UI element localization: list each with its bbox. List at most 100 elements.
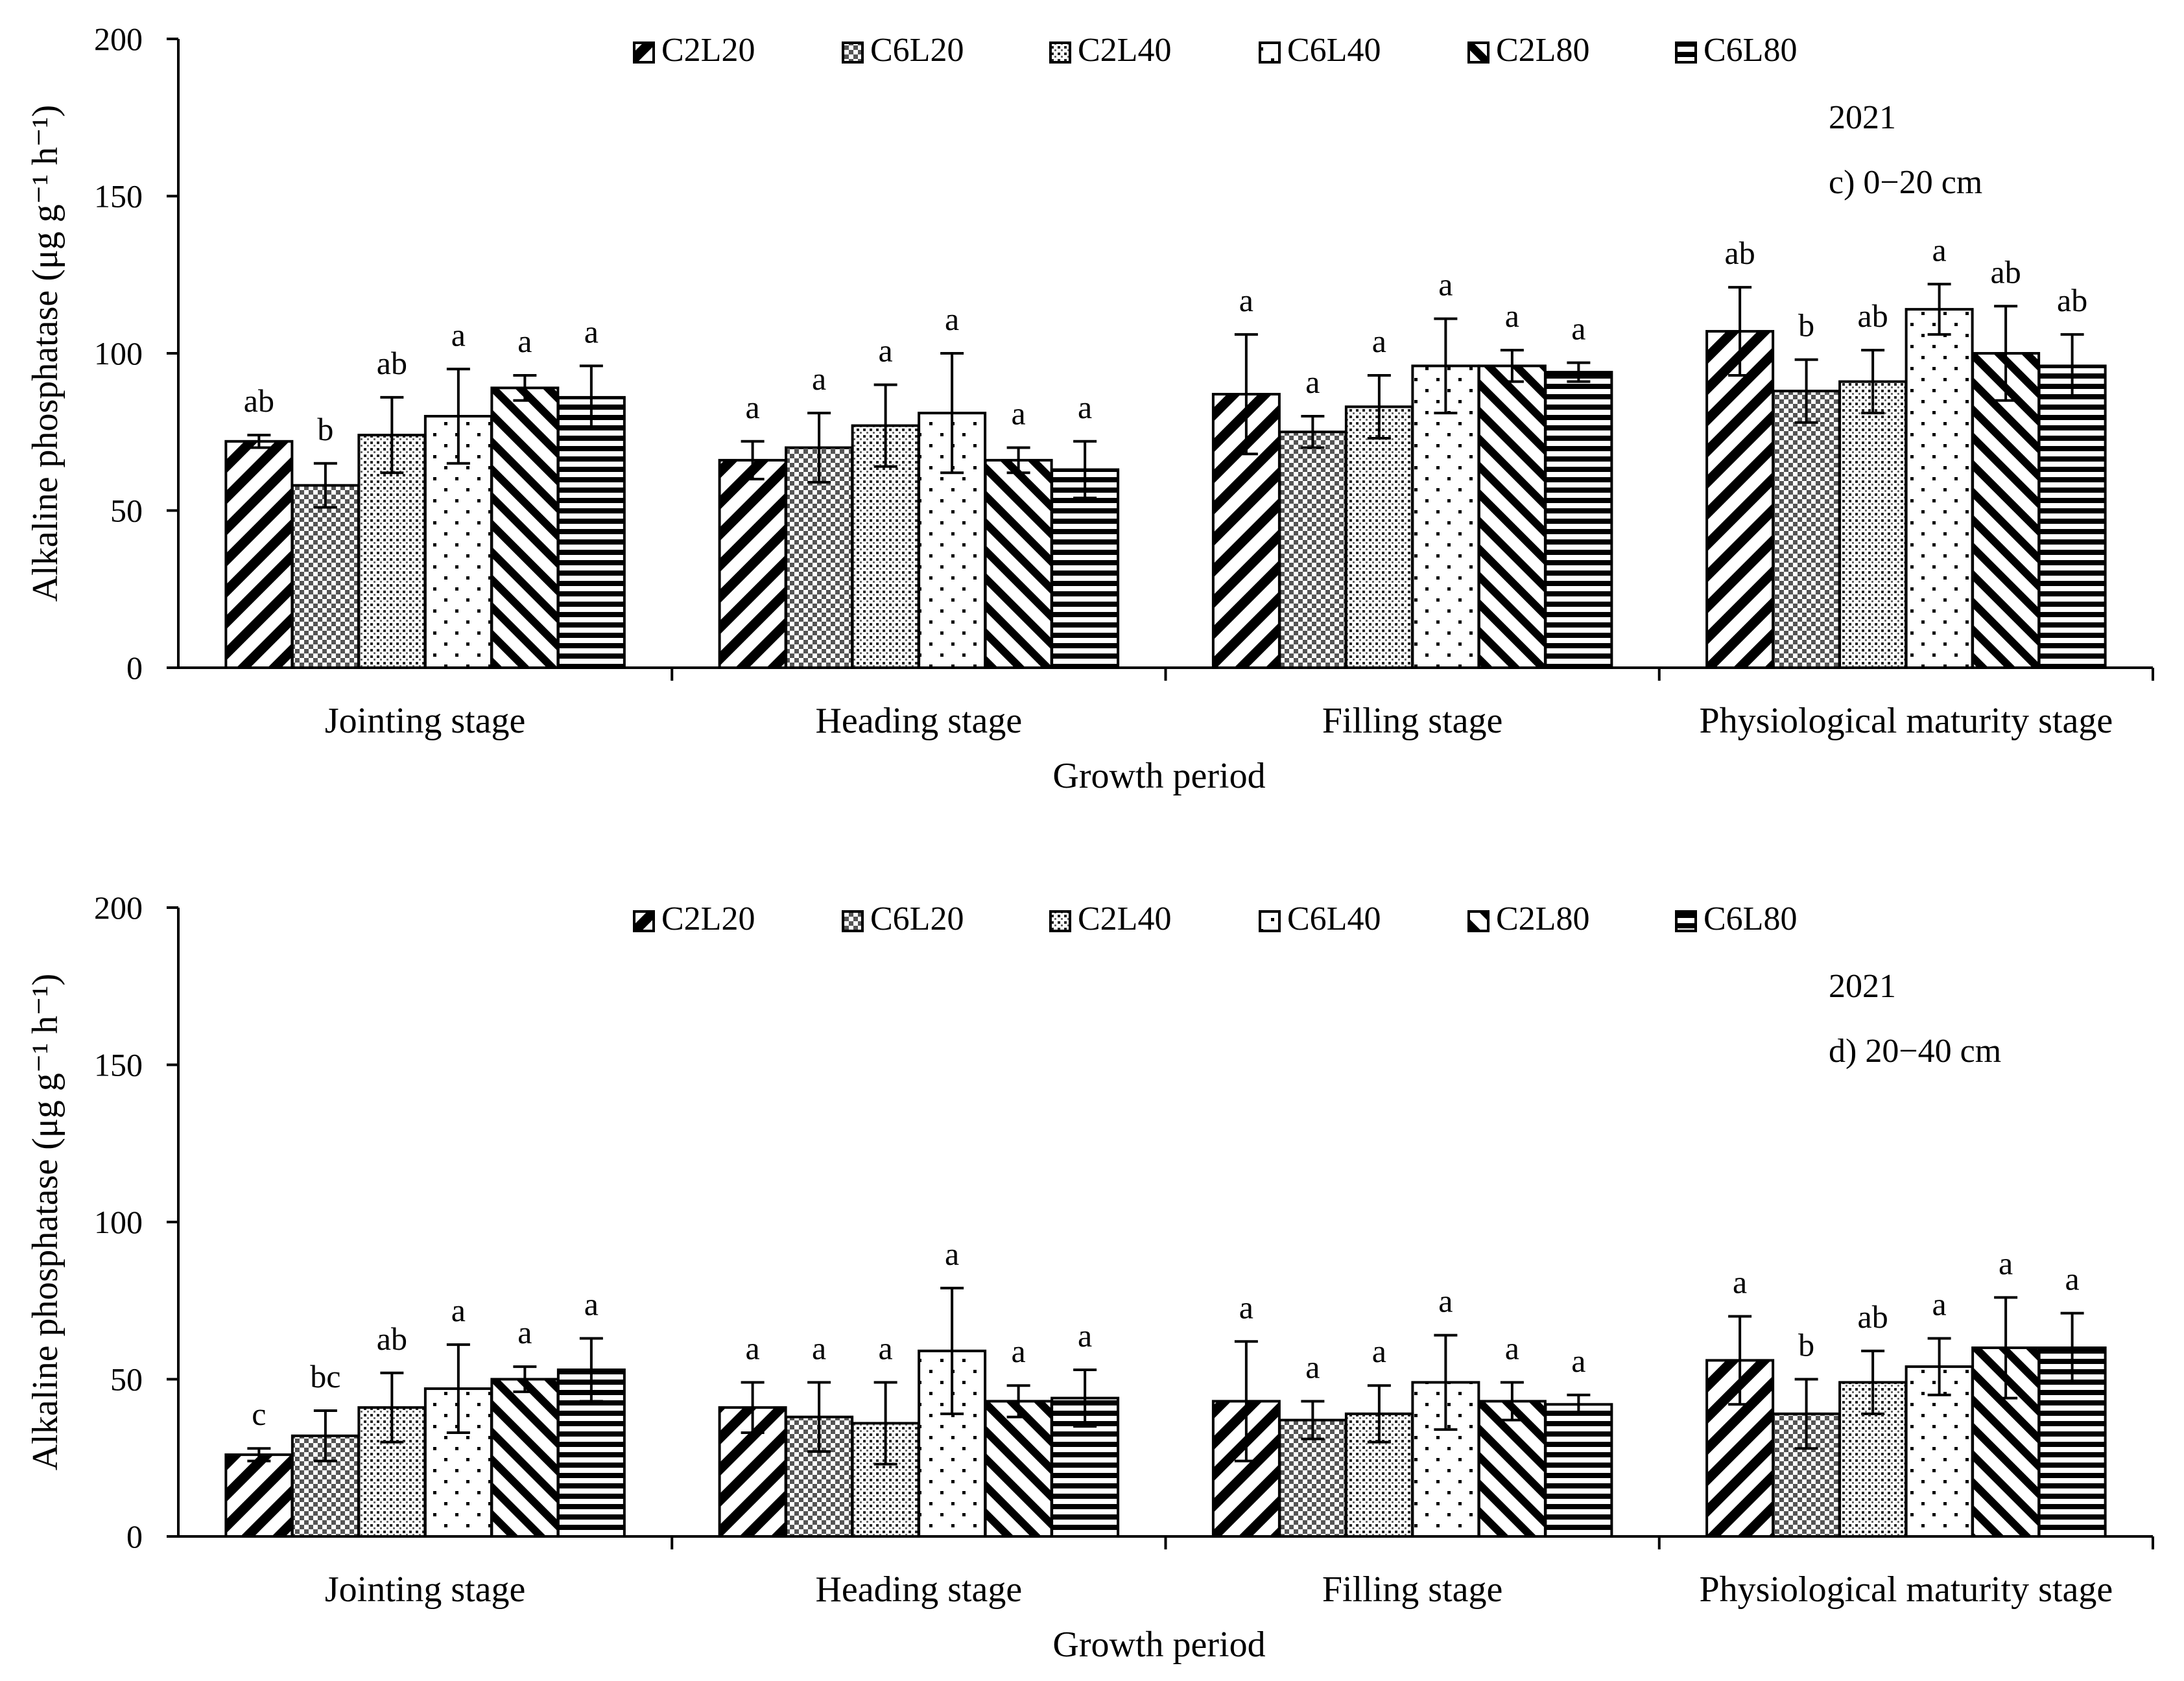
panel-label: c) 0−20 cm bbox=[1829, 164, 1982, 201]
bar-c2l80-0 bbox=[490, 1378, 560, 1538]
significance-letter: a bbox=[1078, 389, 1092, 425]
bar-c2l20-3 bbox=[1705, 330, 1775, 669]
significance-letter: a bbox=[1012, 1333, 1026, 1369]
significance-letter: a bbox=[1932, 1286, 1947, 1322]
x-axis-title: Growth period bbox=[1052, 1625, 1265, 1665]
significance-letter: a bbox=[945, 1236, 959, 1272]
significance-letter: a bbox=[879, 333, 893, 369]
bar-c2l80-1 bbox=[984, 458, 1053, 670]
y-tick-label: 100 bbox=[94, 1204, 143, 1240]
x-axis-title: Growth period bbox=[1052, 756, 1265, 796]
legend-label-c6l20: C6L20 bbox=[870, 32, 964, 69]
significance-letter: ab bbox=[1858, 298, 1888, 334]
bar-c6l80-1 bbox=[1050, 468, 1120, 669]
significance-letter: c bbox=[252, 1396, 266, 1432]
significance-letter: a bbox=[1305, 364, 1320, 400]
bar-c2l20-0 bbox=[224, 440, 294, 669]
bar-c2l20-0 bbox=[224, 1453, 294, 1538]
significance-letter: b bbox=[1798, 307, 1814, 344]
y-axis-title: Alkaline phosphatase (μg g⁻¹ h⁻¹) bbox=[25, 105, 65, 602]
significance-letter: a bbox=[746, 389, 760, 425]
significance-letter: a bbox=[2065, 1261, 2080, 1297]
x-category-label: Filling stage bbox=[1322, 701, 1502, 741]
bar-c6l80-2 bbox=[1544, 1403, 1613, 1538]
significance-letter: a bbox=[517, 323, 532, 359]
significance-letter: a bbox=[1932, 231, 1947, 268]
legend-swatch-c6l40 bbox=[1259, 41, 1281, 64]
legend-label-c2l20: C2L20 bbox=[661, 900, 755, 937]
bar-c2l20-1 bbox=[718, 458, 787, 670]
significance-letter: a bbox=[517, 1314, 532, 1350]
y-tick-label: 150 bbox=[94, 178, 143, 215]
legend-label-c6l20: C6L20 bbox=[870, 900, 964, 937]
significance-letter: ab bbox=[377, 345, 407, 381]
bar-c6l20-3 bbox=[1772, 390, 1841, 669]
significance-letter: a bbox=[1438, 266, 1453, 303]
legend-swatch-c2l80 bbox=[1467, 910, 1490, 932]
legend-swatch-c2l20 bbox=[633, 41, 655, 64]
y-tick-label: 200 bbox=[94, 21, 143, 57]
significance-letter: a bbox=[1438, 1283, 1453, 1319]
bar-c2l40-2 bbox=[1344, 405, 1414, 669]
legend-label-c6l40: C6L40 bbox=[1287, 32, 1381, 69]
bar-c6l80-2 bbox=[1544, 371, 1613, 669]
significance-letter: b bbox=[1798, 1327, 1814, 1363]
significance-letter: ab bbox=[1725, 235, 1755, 271]
panel-label: d) 20−40 cm bbox=[1829, 1033, 2001, 1070]
bar-c6l20-0 bbox=[291, 484, 360, 669]
legend-label-c2l80: C2L80 bbox=[1496, 32, 1589, 69]
legend-label-c2l20: C2L20 bbox=[661, 32, 755, 69]
significance-letter: a bbox=[584, 1286, 599, 1322]
significance-letter: a bbox=[1999, 1245, 2013, 1281]
significance-letter: a bbox=[1505, 1330, 1519, 1366]
bar-c6l80-3 bbox=[2037, 364, 2107, 670]
legend-swatch-c2l20 bbox=[633, 910, 655, 932]
significance-letter: a bbox=[584, 313, 599, 349]
significance-letter: a bbox=[451, 316, 466, 353]
significance-letter: a bbox=[812, 360, 826, 397]
significance-letter: a bbox=[1733, 1264, 1747, 1300]
y-tick-label: 150 bbox=[94, 1047, 143, 1083]
bar-c2l20-3 bbox=[1705, 1359, 1775, 1538]
significance-letter: a bbox=[945, 301, 959, 337]
x-category-label: Jointing stage bbox=[325, 1569, 526, 1610]
significance-letter: ab bbox=[1991, 253, 2021, 290]
legend-label-c6l40: C6L40 bbox=[1287, 900, 1381, 937]
legend-swatch-c2l40 bbox=[1049, 41, 1071, 64]
bar-c6l40-3 bbox=[1905, 308, 1974, 670]
legend-label-c6l80: C6L80 bbox=[1703, 32, 1797, 69]
legend-label-c2l80: C2L80 bbox=[1496, 900, 1589, 937]
significance-letter: b bbox=[317, 411, 333, 447]
bar-c2l40-3 bbox=[1838, 380, 1908, 670]
x-category-label: Physiological maturity stage bbox=[1700, 701, 2113, 741]
y-tick-label: 50 bbox=[110, 1361, 143, 1398]
legend-label-c6l80: C6L80 bbox=[1703, 900, 1797, 937]
significance-letter: a bbox=[1239, 282, 1253, 318]
y-tick-label: 50 bbox=[110, 493, 143, 529]
bar-c6l20-2 bbox=[1278, 430, 1347, 669]
significance-letter: a bbox=[451, 1292, 466, 1328]
significance-letter: a bbox=[1571, 311, 1585, 347]
y-tick-label: 0 bbox=[126, 1518, 143, 1555]
significance-letter: a bbox=[1078, 1317, 1092, 1354]
significance-letter: a bbox=[1012, 395, 1026, 432]
significance-letter: a bbox=[812, 1330, 826, 1366]
significance-letter: a bbox=[1372, 1333, 1386, 1369]
year-annotation: 2021 bbox=[1829, 99, 1896, 136]
y-tick-label: 100 bbox=[94, 335, 143, 371]
significance-letter: a bbox=[1505, 298, 1519, 334]
y-tick-label: 200 bbox=[94, 889, 143, 926]
significance-letter: a bbox=[1239, 1289, 1253, 1325]
significance-letter: a bbox=[1372, 323, 1386, 359]
significance-letter: a bbox=[1305, 1348, 1320, 1385]
x-category-label: Physiological maturity stage bbox=[1700, 1569, 2113, 1610]
legend-swatch-c6l20 bbox=[842, 910, 864, 932]
significance-letter: bc bbox=[310, 1358, 340, 1394]
x-category-label: Jointing stage bbox=[325, 701, 526, 741]
chart-panel-c: 0 50 100 150 200 Jointing stage Heading stage F… bbox=[25, 21, 2154, 796]
bar-c6l80-0 bbox=[556, 395, 626, 670]
legend-label-c2l40: C2L40 bbox=[1078, 900, 1171, 937]
x-category-label: Heading stage bbox=[815, 701, 1022, 741]
significance-letter: ab bbox=[1858, 1299, 1888, 1335]
